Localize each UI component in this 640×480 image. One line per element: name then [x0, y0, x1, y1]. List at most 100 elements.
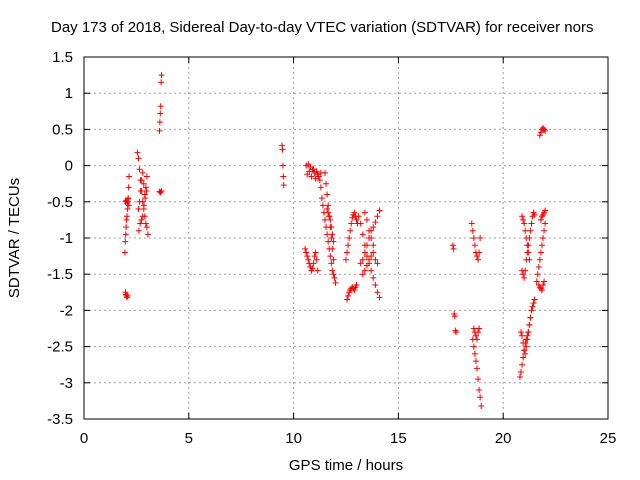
- x-tick-label: 15: [390, 430, 407, 447]
- data-point: [524, 336, 531, 343]
- data-point: [322, 216, 329, 223]
- y-tick-label: -1: [60, 230, 73, 247]
- data-point: [519, 361, 526, 368]
- data-point: [372, 219, 379, 226]
- data-point: [304, 253, 311, 260]
- series-seg-j3: [470, 325, 483, 343]
- series-seg-j1: [468, 220, 484, 263]
- data-point: [327, 216, 334, 223]
- data-point: [325, 238, 332, 245]
- data-point: [343, 256, 349, 263]
- y-tick-label: -3.5: [47, 411, 73, 428]
- data-point: [138, 216, 145, 223]
- series-seg-i1: [449, 242, 460, 336]
- y-tick-label: -2.5: [47, 339, 73, 356]
- data-point: [280, 173, 287, 180]
- data-point: [359, 271, 366, 278]
- data-point: [470, 325, 477, 332]
- data-point: [542, 207, 549, 214]
- data-point: [328, 224, 335, 231]
- data-point: [310, 166, 317, 173]
- data-point: [540, 282, 547, 289]
- series-seg-k2: [518, 314, 534, 357]
- data-point: [474, 365, 480, 372]
- data-point: [156, 127, 163, 134]
- data-point: [471, 242, 478, 249]
- data-point: [303, 249, 310, 256]
- series-seg-e3: [304, 166, 323, 184]
- data-point: [156, 119, 163, 126]
- data-point: [478, 402, 485, 409]
- data-point: [476, 325, 483, 332]
- y-tick-label: -3: [60, 375, 73, 392]
- data-point: [123, 294, 130, 301]
- data-point: [368, 253, 375, 260]
- data-point: [374, 289, 381, 296]
- data-point: [142, 184, 149, 191]
- data-point: [328, 235, 335, 241]
- data-point: [314, 267, 321, 274]
- data-point: [370, 224, 377, 231]
- data-point: [347, 227, 354, 234]
- data-point: [528, 307, 535, 314]
- data-point: [359, 231, 366, 238]
- series-seg-l1: [533, 220, 549, 285]
- data-point: [135, 227, 142, 234]
- data-point: [472, 332, 479, 339]
- data-point: [346, 235, 353, 241]
- data-point: [324, 206, 331, 213]
- data-point: [310, 260, 317, 267]
- data-point: [363, 216, 370, 223]
- data-point: [522, 267, 529, 274]
- data-point: [521, 274, 528, 281]
- data-point: [355, 213, 362, 220]
- series-seg-d1: [279, 142, 287, 189]
- data-point: [520, 271, 527, 278]
- series-seg-h4: [361, 209, 377, 249]
- data-point: [122, 238, 129, 245]
- data-point: [318, 195, 325, 202]
- data-point: [136, 198, 143, 205]
- data-point: [312, 249, 319, 256]
- data-point: [523, 235, 530, 241]
- grid-lines: [84, 57, 608, 419]
- data-point: [453, 329, 460, 336]
- data-point: [309, 265, 316, 272]
- x-tick-label: 5: [185, 430, 193, 447]
- data-point: [351, 287, 358, 294]
- data-point: [124, 206, 131, 213]
- y-tick-label: 1: [65, 85, 73, 102]
- data-point: [374, 213, 381, 220]
- data-point: [357, 260, 364, 267]
- data-point: [158, 187, 165, 194]
- data-point: [311, 253, 318, 260]
- data-point: [536, 256, 543, 263]
- data-point: [476, 249, 483, 256]
- data-point: [158, 72, 165, 79]
- series-seg-a3: [122, 195, 132, 209]
- data-point: [143, 173, 150, 180]
- x-tick-label: 10: [285, 430, 302, 447]
- x-tick-label: 0: [80, 430, 88, 447]
- data-point: [322, 169, 329, 176]
- data-point: [536, 132, 543, 139]
- data-point: [157, 110, 164, 117]
- series-seg-a1: [121, 173, 133, 256]
- data-point: [313, 256, 320, 263]
- data-point: [125, 202, 132, 209]
- data-point: [541, 227, 548, 234]
- data-point: [529, 303, 536, 310]
- data-point: [329, 267, 336, 274]
- data-point: [126, 173, 133, 180]
- data-point: [306, 168, 313, 175]
- series-seg-f3: [324, 206, 337, 245]
- data-point: [522, 227, 529, 234]
- data-point: [139, 169, 146, 176]
- series-seg-j2: [469, 336, 485, 409]
- data-point: [519, 213, 526, 220]
- data-point: [312, 175, 319, 182]
- data-point: [470, 343, 477, 350]
- data-point: [330, 271, 337, 278]
- data-point: [324, 231, 331, 238]
